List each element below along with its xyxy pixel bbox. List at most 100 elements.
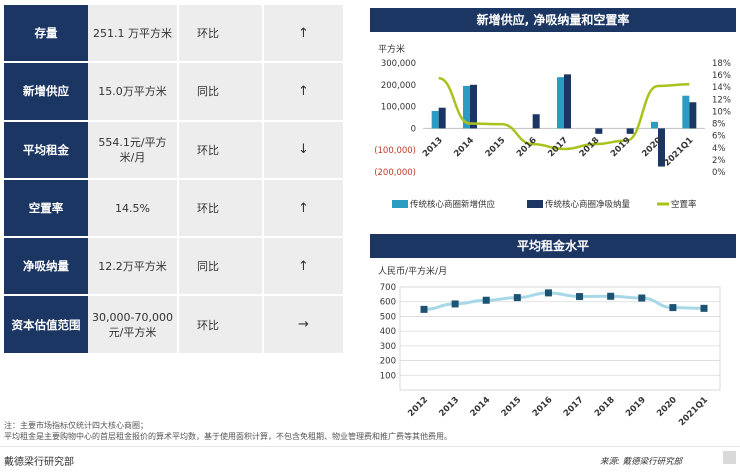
rent-y-tick-label: 200: [380, 357, 396, 367]
kpi-comparison: 环比: [177, 121, 262, 180]
supply-bar: [595, 128, 603, 134]
rent-x-tick-label: 2017: [562, 395, 586, 419]
rent-point: [638, 294, 646, 302]
rent-x-tick-label: 2013: [437, 395, 461, 419]
supply-y-tick-label: 300,000: [381, 59, 416, 69]
vacancy-rate-line: [438, 76, 690, 151]
supply-bar: [658, 128, 665, 167]
supply-y-tick-label: 200,000: [381, 81, 416, 91]
rent-point: [669, 304, 677, 312]
supply-bar: [626, 128, 634, 134]
rent-point: [420, 305, 428, 313]
supply-y2-tick-label: 18%: [712, 59, 731, 69]
rent-x-tick-label: 2014: [469, 395, 493, 419]
supply-y2-tick-label: 2%: [712, 156, 726, 166]
note-line-1: 注：主要市场指标仅统计四大核心商圈；: [4, 421, 148, 430]
supply-legend-swatch: [392, 200, 408, 208]
rent-point: [607, 292, 615, 300]
supply-bar: [438, 107, 446, 129]
kpi-trend-arrow: ↑: [262, 63, 343, 122]
supply-bar: [532, 114, 540, 129]
rent-point: [544, 289, 552, 297]
supply-y2-tick-label: 10%: [712, 107, 731, 117]
supply-y2-tick-label: 12%: [712, 95, 731, 105]
kpi-row: 新增供应 15.0万平方米 同比 ↑: [4, 63, 343, 122]
rent-x-tick-label: 2018: [593, 395, 617, 419]
rent-x-tick-label: 2020: [655, 395, 679, 419]
kpi-label: 净吸纳量: [4, 238, 88, 297]
kpi-row: 存量 251.1 万平方米 环比 ↑: [4, 5, 343, 64]
kpi-label: 存量: [4, 5, 88, 64]
supply-bar: [463, 85, 470, 129]
supply-bar: [557, 77, 564, 129]
kpi-value: 554.1元/平方米/月: [88, 121, 177, 180]
supply-x-tick-label: 2018: [578, 135, 602, 159]
rent-x-tick-label: 2019: [624, 395, 648, 419]
rent-point: [482, 296, 490, 304]
supply-y2-tick-label: 6%: [712, 132, 726, 142]
supply-y-tick-label: 100,000: [381, 103, 416, 113]
supply-legend-label: 传统核心商圈净吸纳量: [545, 199, 631, 210]
kpi-value: 30,000-70,000 元/平方米: [88, 296, 177, 355]
rent-point: [700, 304, 708, 312]
supply-x-tick-label: 2014: [452, 135, 476, 159]
rent-x-tick-label: 2016: [531, 395, 555, 419]
supply-bar: [651, 121, 658, 129]
rent-y-axis-title: 人民币/平方米/月: [378, 265, 447, 277]
rent-point: [576, 293, 584, 301]
supply-y-tick-label: (200,000): [374, 168, 416, 178]
supply-bar: [564, 74, 571, 129]
supply-legend-swatch: [527, 200, 543, 208]
kpi-value: 251.1 万平方米: [88, 5, 177, 64]
rent-plot-frame: [399, 286, 721, 391]
supply-x-tick-label: 2021Q1: [662, 135, 695, 168]
supply-x-tick-label: 2015: [484, 135, 508, 159]
supply-y-tick-label: 0: [411, 124, 416, 134]
rent-x-tick-label: 2021Q1: [677, 395, 710, 428]
rent-y-tick-label: 500: [380, 312, 396, 322]
kpi-trend-arrow: →: [262, 296, 343, 355]
kpi-comparison: 同比: [177, 238, 262, 297]
rent-chart-title: 平均租金水平: [370, 234, 736, 258]
rent-x-tick-label: 2015: [500, 395, 524, 419]
supply-legend-label: 空置率: [671, 199, 697, 210]
rent-y-tick-label: 700: [380, 283, 396, 293]
supply-bar: [682, 95, 690, 129]
supply-y-axis-title: 平方米: [378, 43, 405, 55]
kpi-table: 存量 251.1 万平方米 环比 ↑ 新增供应 15.0万平方米 同比 ↑ 平均租金 554.1元…: [4, 5, 343, 355]
footer-source: 来源: 戴德梁行研究部: [600, 457, 683, 467]
kpi-label: 新增供应: [4, 63, 88, 122]
kpi-value: 15.0万平方米: [88, 63, 177, 122]
kpi-comparison: 环比: [177, 179, 262, 239]
kpi-trend-arrow: ↑: [262, 5, 343, 64]
rent-point: [451, 300, 459, 308]
supply-y2-tick-label: 0%: [712, 168, 726, 178]
kpi-trend-arrow: ↑: [262, 179, 343, 239]
supply-y2-tick-label: 16%: [712, 71, 731, 81]
supply-bar: [689, 102, 697, 129]
kpi-row: 平均租金 554.1元/平方米/月 环比 ↓: [4, 121, 343, 180]
supply-chart-title: 新增供应, 净吸纳量和空置率: [370, 8, 736, 32]
rent-y-tick-label: 300: [380, 342, 396, 352]
kpi-comparison: 同比: [177, 63, 262, 122]
supply-bar: [431, 110, 439, 129]
footer-brand: 戴德梁行研究部: [4, 457, 74, 468]
kpi-label: 平均租金: [4, 121, 88, 180]
supply-legend-swatch: [657, 202, 669, 206]
kpi-comparison: 环比: [177, 296, 262, 355]
rent-y-tick-label: 600: [380, 298, 396, 308]
kpi-row: 净吸纳量 12.2万平方米 同比 ↑: [4, 238, 343, 297]
supply-y2-tick-label: 14%: [712, 83, 731, 93]
kpi-label: 空置率: [4, 179, 88, 239]
footer-square-icon: [723, 451, 736, 464]
supply-y-tick-label: (100,000): [374, 146, 416, 156]
rent-y-tick-label: 400: [380, 327, 396, 337]
rent-y-tick-label: 100: [380, 371, 396, 381]
supply-x-tick-label: 2016: [515, 135, 539, 159]
supply-legend-label: 传统核心商圈新增供应: [410, 199, 496, 210]
kpi-row: 空置率 14.5% 环比 ↑: [4, 179, 343, 239]
note-line-2: 平均租金是主要购物中心的首层租金报价的算术平均数，基于使用面积计算，不包含免租期…: [4, 432, 452, 441]
kpi-value: 14.5%: [88, 179, 177, 239]
kpi-label: 资本估值范围: [4, 296, 88, 355]
